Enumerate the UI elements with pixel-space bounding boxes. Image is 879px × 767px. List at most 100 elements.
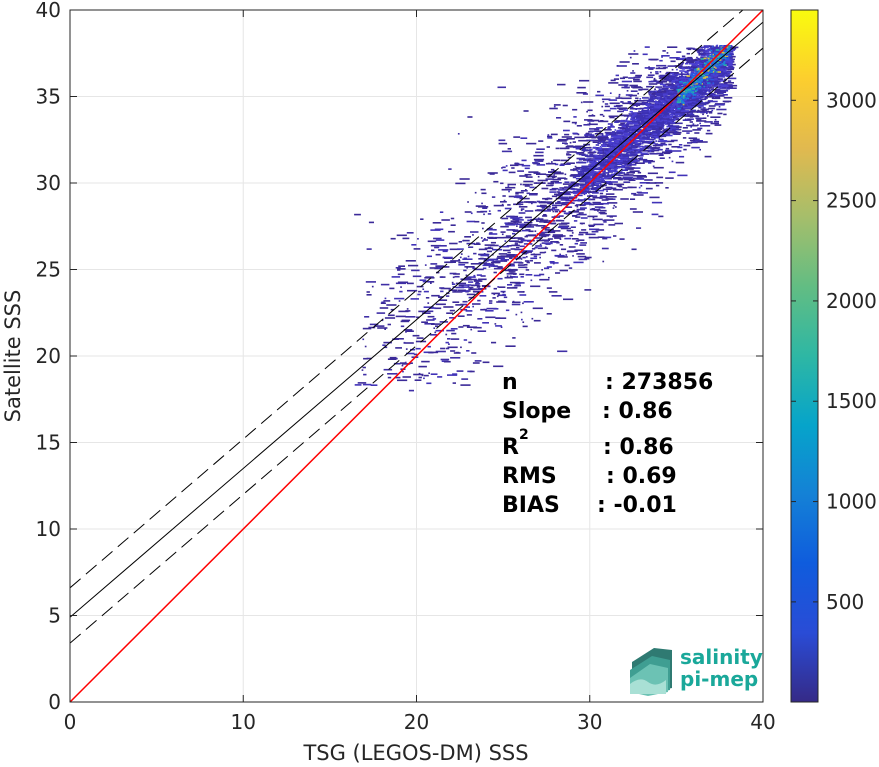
density-bin bbox=[669, 131, 675, 133]
density-bin bbox=[521, 159, 527, 162]
density-bin bbox=[470, 231, 479, 233]
density-bin bbox=[438, 249, 449, 251]
density-bin bbox=[601, 105, 604, 108]
density-bin bbox=[599, 145, 602, 148]
density-bin bbox=[650, 106, 654, 108]
density-bin bbox=[364, 316, 370, 318]
density-bin bbox=[584, 289, 592, 291]
density-bin bbox=[654, 182, 664, 184]
density-bin bbox=[648, 83, 658, 85]
density-bin bbox=[692, 138, 700, 141]
density-bin bbox=[654, 100, 657, 102]
density-bin bbox=[689, 121, 693, 123]
density-bin bbox=[692, 94, 697, 96]
density-bin bbox=[650, 134, 656, 137]
density-bin bbox=[700, 56, 707, 59]
density-bin bbox=[600, 177, 608, 180]
density-bin bbox=[689, 92, 694, 95]
density-bin bbox=[675, 74, 678, 77]
density-bin bbox=[533, 218, 540, 220]
density-bin bbox=[629, 102, 640, 105]
density-bin bbox=[560, 159, 569, 162]
density-bin bbox=[613, 78, 619, 80]
density-bin bbox=[600, 147, 603, 149]
density-bin bbox=[587, 166, 595, 168]
density-bin bbox=[677, 146, 683, 149]
density-bin bbox=[628, 94, 637, 97]
density-bin bbox=[683, 106, 691, 109]
density-bin bbox=[689, 139, 695, 142]
density-bin bbox=[403, 342, 414, 344]
density-bin bbox=[636, 105, 638, 107]
density-bin bbox=[651, 136, 656, 138]
density-bin bbox=[368, 221, 374, 224]
density-bin bbox=[649, 196, 660, 199]
density-bin bbox=[560, 199, 570, 201]
density-bin bbox=[470, 212, 473, 215]
density-bin bbox=[547, 182, 555, 185]
density-bin bbox=[586, 191, 590, 193]
density-bin bbox=[593, 150, 596, 153]
density-bin bbox=[405, 316, 416, 318]
density-bin bbox=[598, 175, 602, 177]
density-bin bbox=[704, 121, 713, 123]
density-bin bbox=[683, 77, 689, 80]
density-bin bbox=[642, 97, 649, 99]
density-bin bbox=[708, 87, 714, 89]
density-bin bbox=[614, 172, 616, 175]
density-bin bbox=[706, 77, 714, 80]
density-bin bbox=[508, 190, 510, 193]
density-bin bbox=[498, 245, 510, 248]
density-bin bbox=[630, 152, 640, 154]
density-bin bbox=[507, 183, 516, 186]
density-bin bbox=[657, 148, 663, 151]
density-bin bbox=[500, 259, 509, 261]
density-bin bbox=[611, 187, 617, 190]
density-bin bbox=[586, 139, 595, 142]
density-bin bbox=[630, 116, 638, 118]
density-bin bbox=[682, 127, 688, 129]
density-bin bbox=[679, 108, 685, 111]
density-bin bbox=[625, 146, 630, 148]
density-bin bbox=[551, 208, 556, 210]
density-bin bbox=[370, 384, 378, 386]
density-bin bbox=[681, 86, 687, 88]
density-bin bbox=[467, 285, 470, 288]
density-bin bbox=[420, 218, 424, 220]
density-bin bbox=[496, 317, 507, 319]
density-bin bbox=[521, 239, 532, 242]
density-bin bbox=[690, 126, 692, 128]
density-bin bbox=[574, 242, 578, 245]
density-bin bbox=[613, 204, 616, 207]
density-bin bbox=[591, 161, 595, 164]
density-bin bbox=[703, 45, 711, 47]
density-bin bbox=[704, 91, 707, 93]
density-bin bbox=[619, 124, 624, 126]
density-bin bbox=[622, 155, 626, 158]
density-bin bbox=[573, 202, 575, 204]
density-bin bbox=[366, 248, 372, 250]
density-bin bbox=[661, 104, 665, 106]
density-bin bbox=[589, 130, 599, 132]
density-bin bbox=[589, 123, 598, 126]
density-bin bbox=[424, 323, 435, 325]
density-bin bbox=[425, 297, 430, 299]
density-bin bbox=[583, 101, 594, 103]
density-bin bbox=[520, 311, 523, 314]
density-bin bbox=[585, 132, 590, 135]
density-bin bbox=[592, 218, 603, 221]
density-bin bbox=[566, 250, 574, 253]
density-bin bbox=[697, 51, 701, 54]
density-bin bbox=[686, 52, 690, 55]
density-bin bbox=[503, 296, 508, 299]
density-bin bbox=[403, 341, 406, 344]
density-bin bbox=[563, 212, 573, 215]
density-bin bbox=[449, 242, 458, 245]
density-bin bbox=[660, 112, 668, 114]
density-bin bbox=[450, 350, 456, 352]
density-bin bbox=[593, 175, 597, 177]
density-bin bbox=[383, 300, 391, 302]
density-bin bbox=[461, 378, 469, 380]
density-bin bbox=[616, 65, 627, 67]
density-bin bbox=[587, 215, 598, 218]
